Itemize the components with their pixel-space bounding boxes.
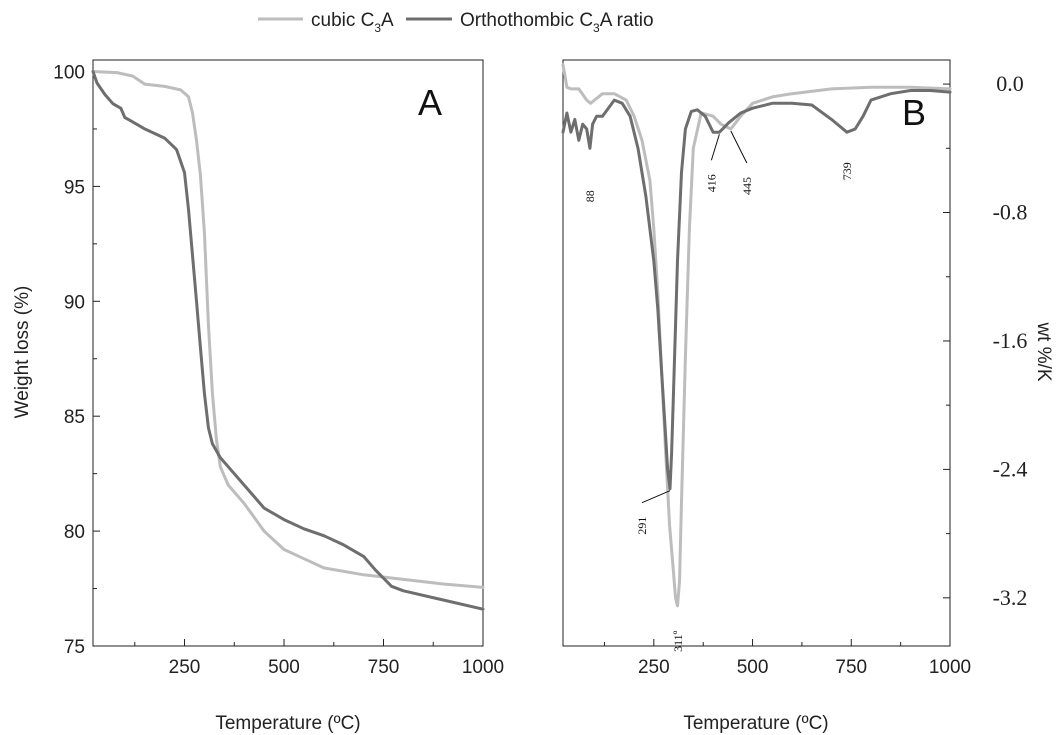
peak-label: 416 (704, 174, 718, 192)
annotation-leader-line (730, 130, 748, 164)
panel-a-x-tick-label: 500 (268, 657, 300, 678)
peak-label: 311º (671, 630, 685, 652)
panel-a-y-tick-label: 90 (64, 292, 85, 313)
legend-label-cubic: cubic C3A (311, 10, 394, 35)
panel-a-x-tick-label: 250 (169, 657, 201, 678)
panel-b-y-tick-label: -3.2 (993, 585, 1028, 610)
annotation-leader-line (641, 490, 671, 504)
legend-label-ortho: Orthothombic C3A ratio (460, 10, 654, 35)
panel-a-y-tick-label: 95 (64, 177, 85, 198)
panel-a-series-orthorhombic (91, 70, 485, 611)
panel-a-series-cubic (91, 70, 485, 589)
panel-b-series (561, 63, 952, 608)
annotation-leader-line (710, 134, 720, 161)
panel-b-letter: B (902, 92, 926, 133)
panel-b-x-tick-label: 750 (835, 657, 867, 678)
peak-label: 739 (840, 162, 854, 180)
panel-a-x-tick-label: 1000 (462, 657, 504, 678)
peak-label: 445 (740, 177, 754, 195)
panel-a-x-axis-title: Temperature (ºC) (215, 713, 360, 734)
panel-b-y-axis-title: wt %/K (1033, 321, 1054, 381)
panel-b-x-tick-label: 1000 (929, 657, 971, 678)
panel-b-x-axis-title: Temperature (ºC) (683, 713, 828, 734)
panel-b: 250 500 750 1000 0.0 -0.8 -1.6 -2.4 -3.2 88 291 31… (561, 59, 1054, 734)
panel-a-letter: A (418, 82, 442, 123)
panel-a-y-axis-title: Weight loss (%) (12, 286, 33, 419)
panel-b-y-tick-label: 0.0 (996, 71, 1024, 96)
panel-b-y-tick-label: -1.6 (993, 328, 1028, 353)
panel-b-series-orthorhombic (561, 89, 952, 491)
panel-a-x-tick-label: 750 (368, 657, 400, 678)
panel-a-y-tick-label: 85 (64, 407, 85, 428)
panel-a-y-tick-label: 80 (64, 522, 85, 543)
panel-b-y-tick-label: -2.4 (993, 456, 1028, 481)
panel-a-ticks: 250 500 750 1000 75 80 85 90 95 100 (53, 62, 504, 678)
panel-a-y-tick-label: 75 (64, 637, 85, 658)
peak-label: 88 (583, 190, 597, 202)
panel-a: 250 500 750 1000 75 80 85 90 95 100 A Temperature… (12, 59, 504, 734)
panel-b-annotations: 88 291 311º 416 445 739 (583, 130, 854, 652)
peak-label: 291 (635, 517, 649, 535)
panel-b-frame (562, 59, 951, 647)
panel-b-series-cubic (561, 63, 952, 608)
panel-a-series (91, 70, 485, 611)
panel-b-y-tick-label: -0.8 (993, 200, 1028, 225)
panel-a-y-tick-label: 100 (53, 62, 85, 83)
panel-b-x-tick-label: 500 (737, 657, 769, 678)
legend: cubic C3A Orthothombic C3A ratio (258, 10, 654, 35)
panel-b-x-tick-label: 250 (638, 657, 670, 678)
panel-a-frame (92, 59, 484, 647)
panel-b-ticks: 250 500 750 1000 0.0 -0.8 -1.6 -2.4 -3.2 (603, 71, 1028, 678)
